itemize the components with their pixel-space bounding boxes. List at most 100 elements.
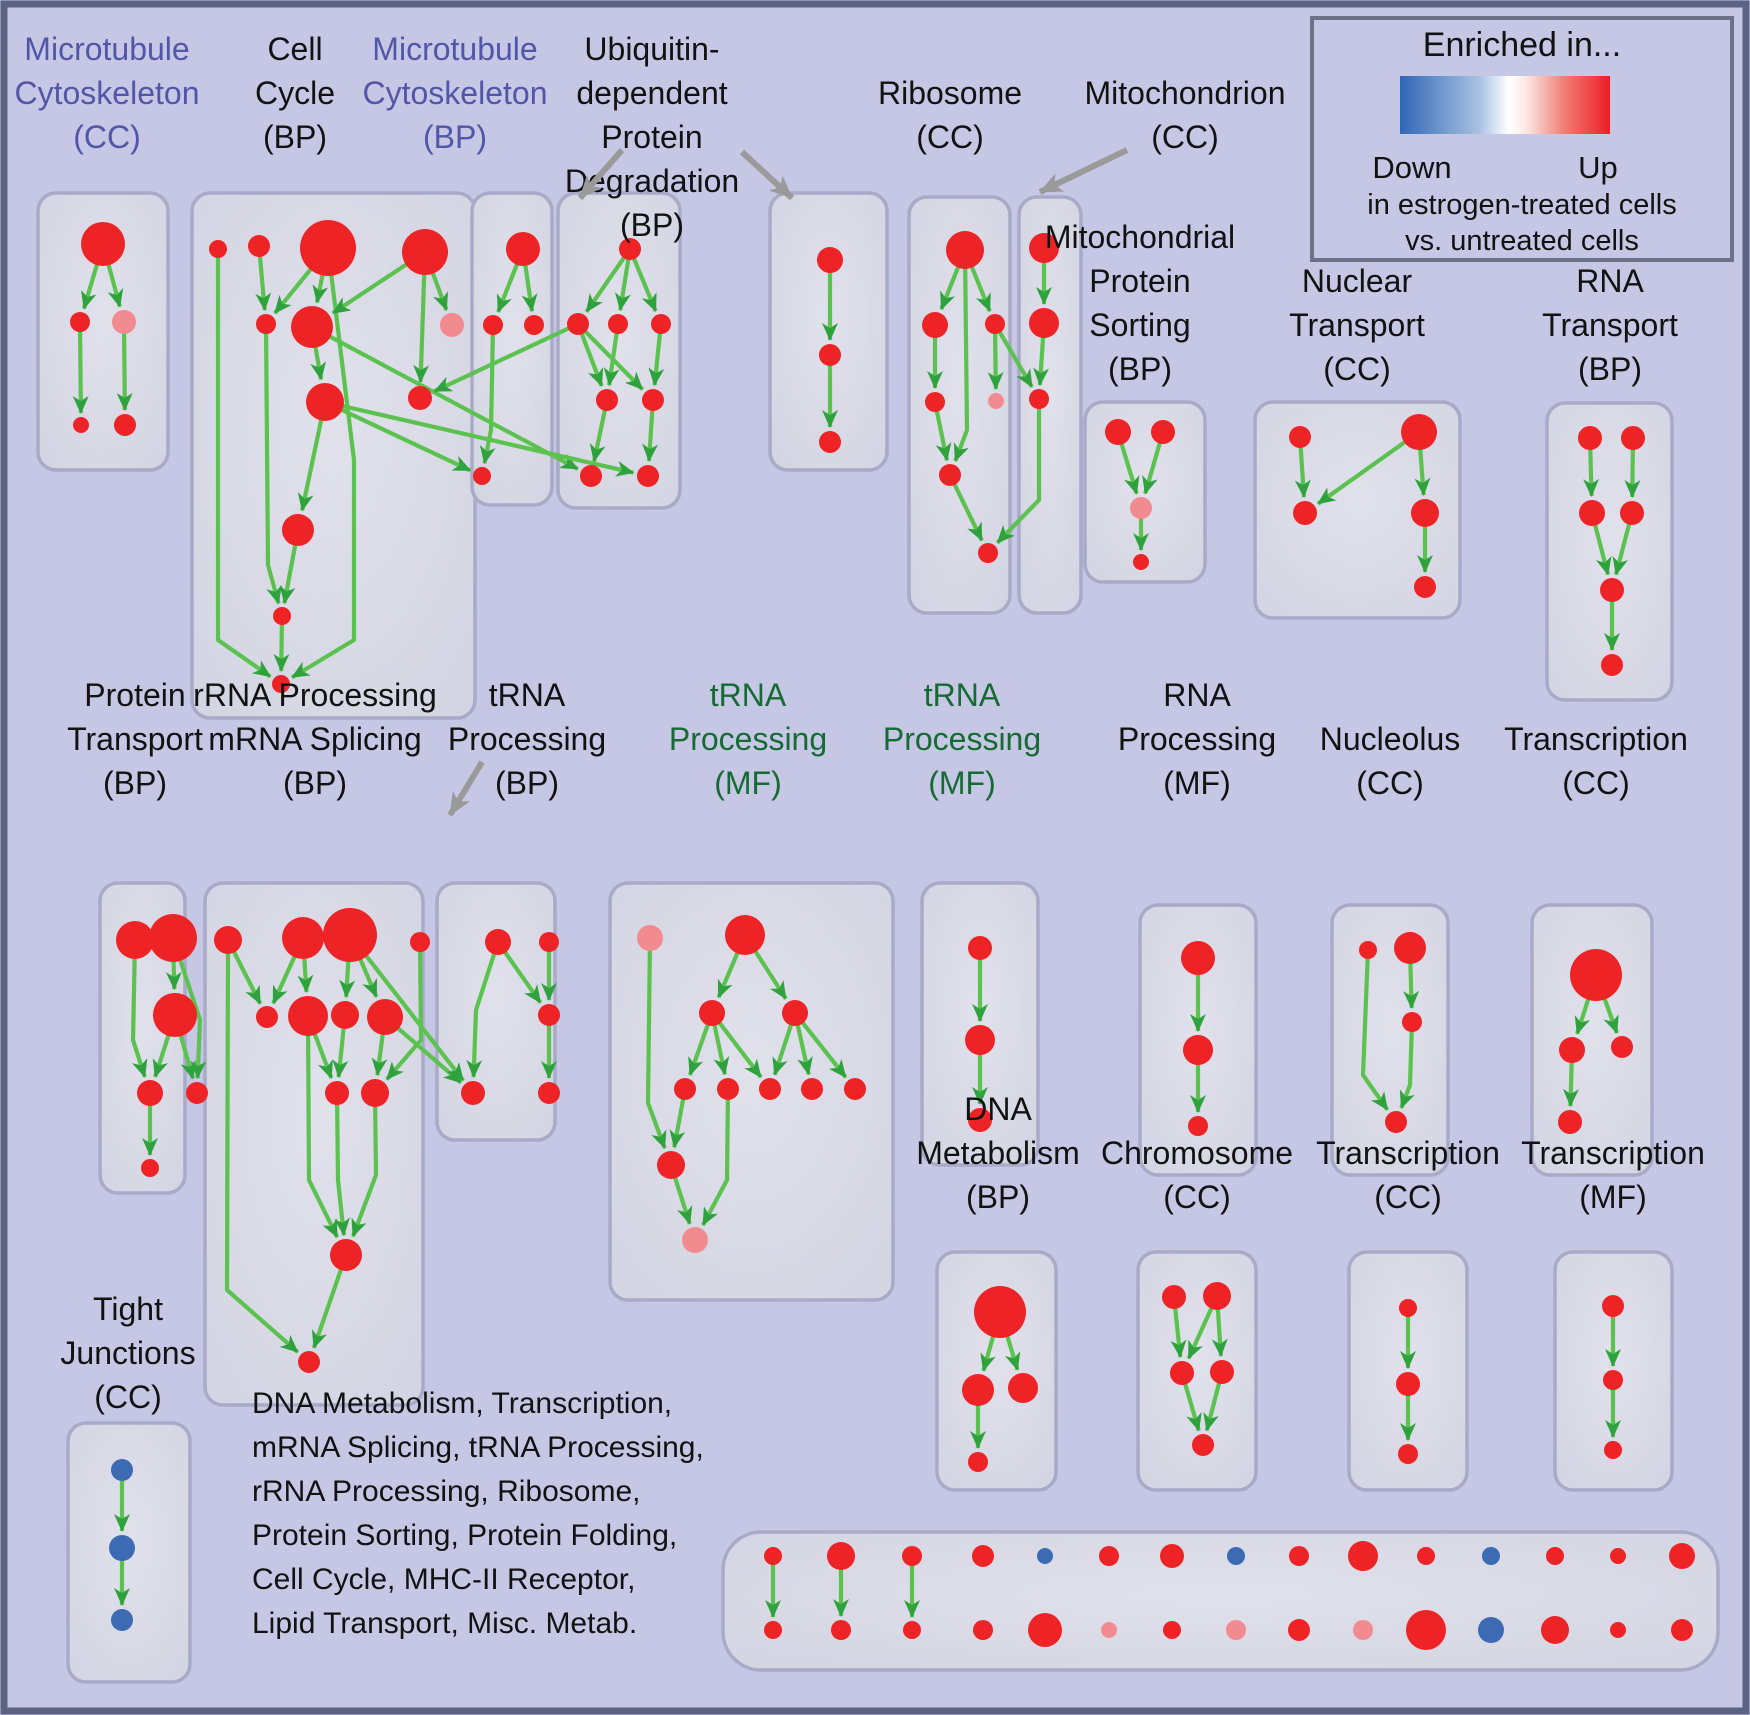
go-term-node-tm1_l1	[674, 1078, 696, 1100]
go-term-node-tj_2	[109, 1535, 135, 1561]
go-term-node-cc_f	[256, 314, 276, 334]
go-term-node-ub1_l1	[596, 389, 618, 411]
go-term-node-nt_t1	[1289, 426, 1311, 448]
cluster-label-tc2-line1: Transcription	[1316, 1135, 1500, 1171]
cluster-label-nt-line3: (CC)	[1323, 351, 1391, 387]
go-term-node-misc_b11	[1478, 1617, 1504, 1643]
go-term-node-misc_t13	[1610, 1548, 1626, 1564]
edge-ub1_m1-to-ub1_l1	[576, 323, 604, 387]
cluster-label-rt-line1: RNA	[1576, 263, 1644, 299]
cluster-label-tm1-line1: tRNA	[710, 677, 787, 713]
go-term-node-rr_hub	[330, 1239, 362, 1271]
footer-text-layer: DNA Metabolism, Transcription, mRNA Splic…	[252, 1387, 704, 1640]
go-term-node-rt_m1	[1579, 500, 1605, 526]
go-term-node-nt_t2	[1401, 414, 1437, 450]
go-term-node-ub2_2	[819, 344, 841, 366]
go-term-node-cc_d	[402, 229, 448, 275]
go-term-node-rr_c4	[410, 932, 430, 952]
go-term-node-tm1_l5	[844, 1078, 866, 1100]
go-term-node-cc_k	[273, 607, 291, 625]
go-term-node-dm_t	[974, 1286, 1026, 1338]
cluster-label-tj-line3: (CC)	[94, 1379, 162, 1415]
go-term-node-misc_b12	[1541, 1616, 1569, 1644]
go-term-node-ub1_b1	[580, 465, 602, 487]
go-term-node-rib_bot	[978, 543, 998, 563]
cluster-label-nu-line1: Nucleolus	[1320, 721, 1461, 757]
go-term-node-ub2_1	[817, 247, 843, 273]
cluster-label-trb-line3: (BP)	[495, 765, 559, 801]
go-term-node-rr_m4	[367, 999, 403, 1035]
go-term-node-rt_m2	[1620, 501, 1644, 525]
go-term-node-pt_m	[153, 993, 197, 1037]
edge-rib_mc-to-mit_3	[993, 322, 1034, 388]
go-term-node-tf_2	[1603, 1370, 1623, 1390]
go-term-node-misc_b14	[1671, 1619, 1693, 1641]
go-term-node-mcb_t	[506, 232, 540, 266]
cluster-label-nt-line2: Transport	[1289, 307, 1425, 343]
cluster-label-tj-line1: Tight	[93, 1291, 163, 1327]
cluster-label-ch-line1: Chromosome	[1101, 1135, 1293, 1171]
edge-pt_1-to-pt_l	[130, 939, 148, 1078]
edge-rib_mc-to-rib_pk	[987, 323, 1004, 391]
go-term-node-cc_l	[272, 675, 290, 693]
go-term-node-nu_s	[1359, 941, 1377, 959]
cluster-box-tc1	[1530, 903, 1654, 1177]
cluster-label-mit-line2: (CC)	[1151, 119, 1219, 155]
cluster-label-ub-line1: Ubiquitin-	[584, 31, 719, 67]
go-term-node-ub1_m1	[567, 313, 589, 335]
cluster-label-mps-line3: Sorting	[1089, 307, 1190, 343]
go-term-node-rt_t2	[1621, 426, 1645, 450]
edge-ub1_m1-to-cc_i	[433, 322, 579, 394]
cluster-label-rp-line2: Processing	[1118, 721, 1276, 757]
edge-rr_hub-to-rr_b	[311, 1254, 348, 1349]
cluster-label-mps-line4: (BP)	[1108, 351, 1172, 387]
edge-tm1_l2-to-tm1_pb	[701, 1088, 731, 1226]
go-term-node-ub2_3	[819, 431, 841, 453]
go-term-node-rr_b	[298, 1351, 320, 1373]
go-term-node-rp_1	[1181, 941, 1215, 975]
go-term-node-mps_b	[1133, 554, 1149, 570]
label-pointer-arrow-trna-bp	[447, 760, 485, 817]
go-term-node-rib_mc	[985, 314, 1005, 334]
go-term-node-rp_3	[1188, 1116, 1208, 1136]
edge-ub1_t-to-ub1_m3	[628, 248, 658, 312]
go-term-node-nu_bot	[1385, 1111, 1407, 1133]
cluster-label-dm-line2: Metabolism	[916, 1135, 1080, 1171]
go-term-node-rr_m1	[256, 1006, 278, 1028]
go-term-node-misc_b13	[1610, 1622, 1626, 1638]
cluster-label-rr-line3: (BP)	[283, 765, 347, 801]
edge-cc_h-to-ub1_b2	[324, 399, 635, 477]
go-term-node-pt_l	[137, 1080, 163, 1106]
go-term-node-mit_1	[1029, 233, 1059, 263]
edge-rib_t-to-rib_low	[953, 249, 970, 462]
go-term-node-mcc4	[73, 417, 89, 433]
label-pointer-arrow-ub-right	[739, 149, 795, 201]
go-term-node-trb_b2	[538, 1082, 560, 1104]
cluster-label-mcc-line3: (CC)	[73, 119, 141, 155]
go-term-node-tm1_low	[657, 1151, 685, 1179]
edge-nt_t2-to-nt_m1	[1316, 430, 1421, 506]
go-term-node-cc_j	[282, 514, 314, 546]
cluster-label-tf-line1: Transcription	[1521, 1135, 1705, 1171]
edge-ub1_m3-to-ub1_l2	[648, 323, 665, 387]
go-term-node-misc_t9	[1348, 1541, 1378, 1571]
go-term-node-rt_b	[1601, 654, 1623, 676]
edge-tm1_a-to-tm1_l3	[710, 1011, 763, 1079]
misc-categories-text-line3: rRNA Processing, Ribosome,	[252, 1475, 640, 1508]
cluster-label-mcc-line1: Microtubule	[24, 31, 189, 67]
go-term-node-misc_t1	[827, 1542, 855, 1570]
edge-tm1_p-to-tm1_low	[645, 937, 667, 1150]
cluster-label-rib-line2: (CC)	[916, 119, 984, 155]
go-term-node-cc_i	[408, 386, 432, 410]
go-term-node-tf_3	[1604, 1441, 1622, 1459]
go-term-node-misc_b10	[1406, 1610, 1446, 1650]
cluster-label-ch-line2: (CC)	[1163, 1179, 1231, 1215]
edge-mit_3-to-rib_bot	[995, 399, 1042, 545]
edge-rr_c4-to-rr_l2	[385, 941, 424, 1081]
go-term-node-mps_2	[1151, 420, 1175, 444]
go-term-node-misc_b6	[1163, 1621, 1181, 1639]
cluster-box-tc2	[1347, 1250, 1469, 1492]
go-term-node-misc_t2	[902, 1546, 922, 1566]
cluster-box-tm2	[920, 881, 1040, 1167]
cluster-label-tm1-line2: Processing	[669, 721, 827, 757]
